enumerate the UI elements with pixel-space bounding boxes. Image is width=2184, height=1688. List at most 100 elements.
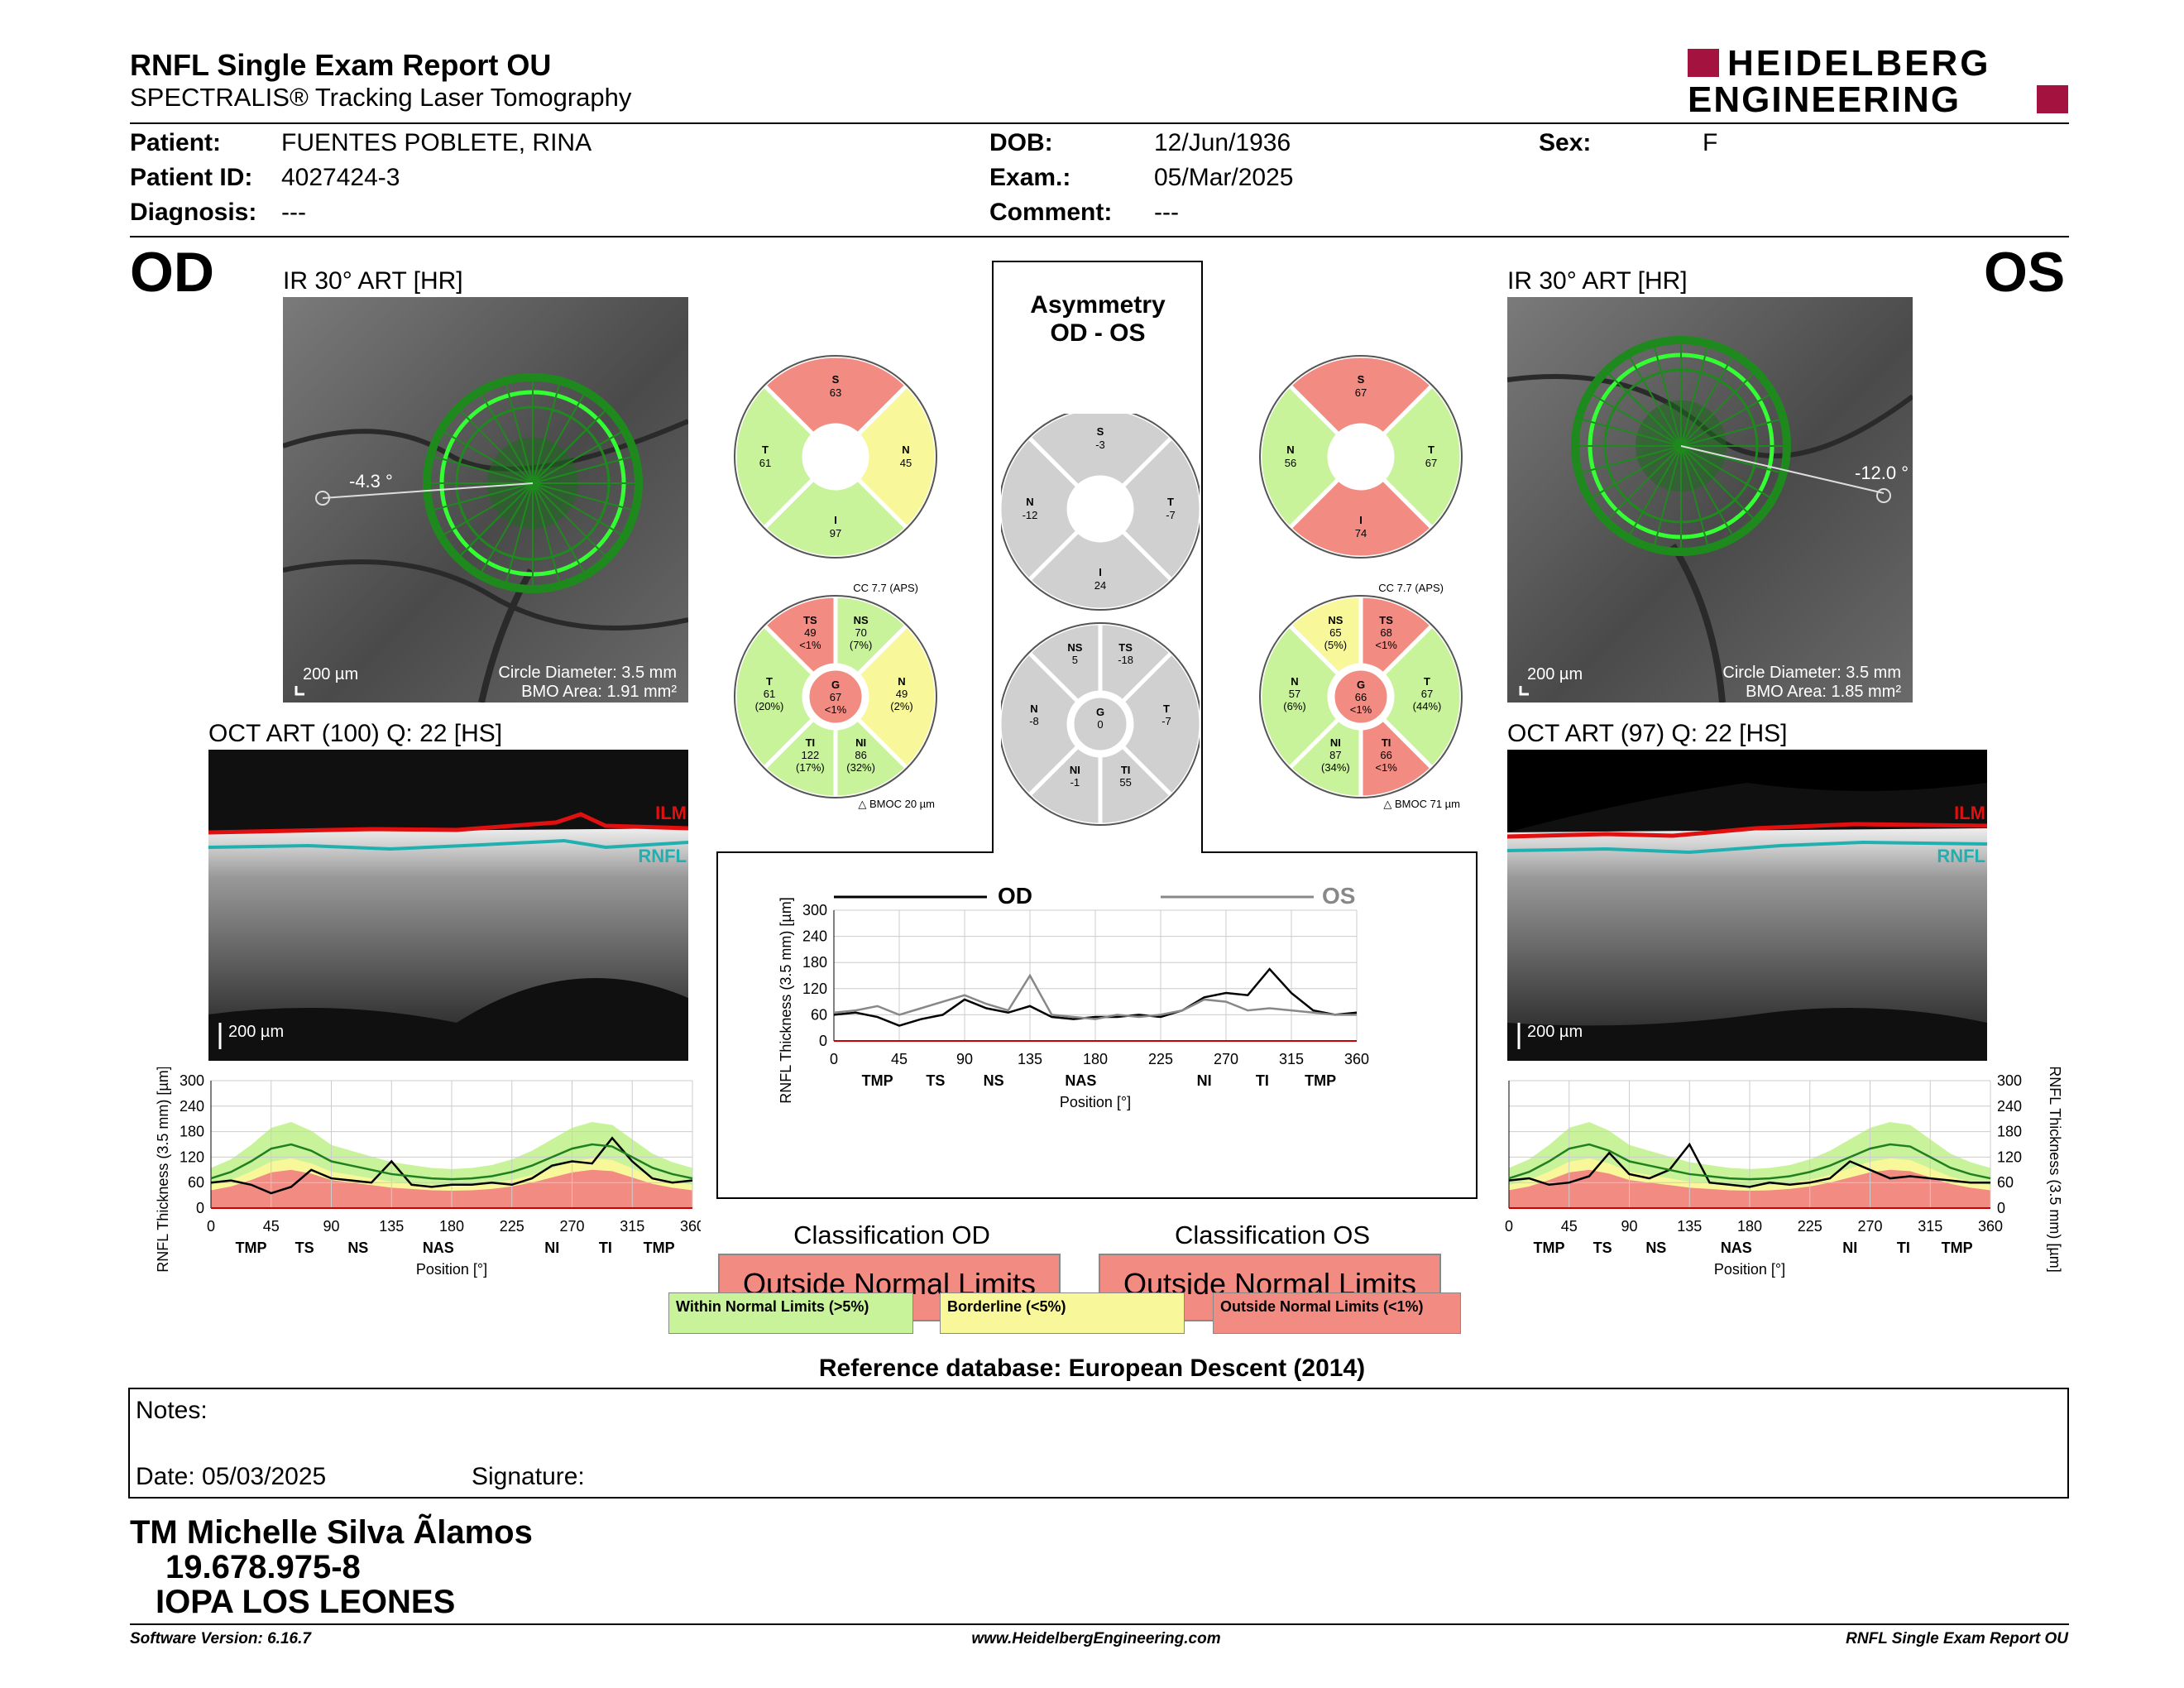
y-tick-label: 60 [188,1174,204,1191]
x-axis-label: Position [°] [416,1261,487,1278]
sector-name-s: S [1358,373,1365,386]
signer-org: IOPA LOS LEONES [156,1584,456,1620]
scan-spoke [430,482,534,512]
os-fundus-scale: 200 µm [1527,665,1583,683]
scan-spoke [532,482,562,586]
series-line-0 [1508,1142,1990,1188]
sector-g [807,668,864,726]
sector-text-ni: NI [855,736,866,749]
scan-spoke [1578,417,1682,447]
notes-signature: Signature: [472,1463,585,1490]
sector-text-ti: <1% [1375,761,1397,774]
center-thickness-chart: 300 240 180 120 60 00 45 90 135 180 225 270 315 360 TM… [778,883,1369,1110]
scan-spoke [457,407,534,484]
scan-spoke [1588,445,1682,500]
sector-value-n: 45 [900,457,912,469]
x-axis-label: Position [°] [1060,1094,1131,1110]
os-oct-image: ILM RNFL 200 µm [1507,750,1987,1061]
sector-text-ns: (7%) [850,639,872,651]
sector-text-ni: NI [1330,736,1341,749]
footer-url[interactable]: www.HeidelbergEngineering.com [971,1630,1221,1647]
scan-spoke [1680,392,1774,447]
y-tick-label: 300 [180,1072,204,1089]
sector-text-ti: TI [1382,736,1391,749]
scan-spoke [532,381,562,484]
notes-box [128,1388,2069,1499]
sector-text-ts: 68 [1380,626,1391,639]
od-angle-label: -4.3 ° [349,471,393,492]
x-tick-label: 270 [559,1218,584,1235]
region-label: NS [347,1240,368,1256]
od-bmo-area: BMO Area: 1.91 mm² [521,683,677,701]
sector-name-t: T [1428,444,1434,456]
sector-text-ns: 70 [855,626,866,639]
y-tick-label: 300 [1997,1072,2022,1089]
x-tick-label: 90 [323,1218,339,1235]
sector-text-g: G [1096,706,1104,718]
sector-text-ti: 55 [1119,776,1131,789]
footer-report-name: RNFL Single Exam Report OU [1846,1630,2068,1647]
y-tick-label: 240 [1997,1098,2022,1115]
sector-text-t: -7 [1161,715,1171,727]
sector-text-ns: (5%) [1324,639,1347,651]
asymmetry-title-line2: OD - OS [1050,319,1146,347]
sector-name-i: I [1359,514,1363,526]
od-scan-circle-overlay [283,373,688,703]
sector-text-ns: NS [854,614,869,626]
od-oct-scale: 200 µm [228,1023,285,1041]
diagnosis-value: --- [281,199,306,226]
region-label: TMP [862,1072,893,1089]
scan-spoke [1605,445,1682,522]
sector-text-ns: 5 [1072,654,1078,666]
sector-text-ts: <1% [799,639,821,651]
y-axis-label: RNFL Thickness (3.5 mm) [µm] [778,897,794,1103]
sector-text-g: 67 [830,691,841,703]
series-line-0 [833,967,1358,1027]
sector-text-ni: NI [1070,764,1080,776]
sector-text-ni: -1 [1070,776,1080,789]
sector-value-n: 56 [1285,457,1296,469]
sector-name-t: T [1167,496,1174,508]
scan-spoke [1588,392,1682,447]
x-tick-label: 180 [439,1218,464,1235]
od-oct-image: ILM RNFL 200 µm [208,750,688,1061]
od-ilm-label: ILM [655,803,687,823]
x-tick-label: 180 [1737,1218,1762,1235]
os-ir-title: IR 30° ART [HR] [1507,267,1688,295]
sector-text-ts: TS [1118,641,1133,654]
y-axis-label: RNFL Thickness (3.5 mm) [µm] [155,1067,171,1273]
sector-text-ti: (17%) [796,761,825,774]
os-bmo-area: BMO Area: 1.85 mm² [1746,683,1901,701]
scan-spoke [532,454,635,484]
sector-value-i: 97 [830,527,841,539]
asymmetry-title: Asymmetry OD - OS [994,291,1201,348]
series-line-1 [210,1143,693,1181]
region-label: NI [1842,1240,1857,1256]
patient-id: 4027424-3 [281,164,400,191]
scan-spoke [440,429,534,484]
os-bmoc-label: △ BMOC 71 µm [1383,798,1460,810]
od-cc-label: CC 7.7 (APS) [853,582,918,594]
comment-label: Comment: [989,199,1113,226]
patient-label: Patient: [130,129,222,156]
region-label: NI [544,1240,559,1256]
comment-value: --- [1154,199,1179,226]
scan-spoke [1680,445,1757,522]
y-tick-label: 120 [180,1149,204,1165]
y-tick-label: 0 [196,1200,204,1216]
scan-spoke [1627,445,1682,539]
x-tick-label: 45 [891,1051,908,1067]
logo-text-1: HEIDELBERG [1727,43,1991,84]
y-tick-label: 180 [1997,1124,2022,1140]
notes-label: Notes: [136,1397,208,1424]
sector-text-ns: NS [1067,641,1082,654]
diagnosis-label: Diagnosis: [130,199,257,226]
legend-within-normal: Within Normal Limits (>5%) [668,1292,913,1334]
sector-value-t: 61 [759,457,771,469]
sector-text-n: -8 [1029,715,1039,727]
scan-spoke [1605,370,1682,447]
sector-text-g: <1% [1350,703,1372,716]
sector-text-t: T [1424,675,1430,688]
region-label: TS [926,1072,945,1089]
asymmetry-panel-frame [716,261,1478,1199]
